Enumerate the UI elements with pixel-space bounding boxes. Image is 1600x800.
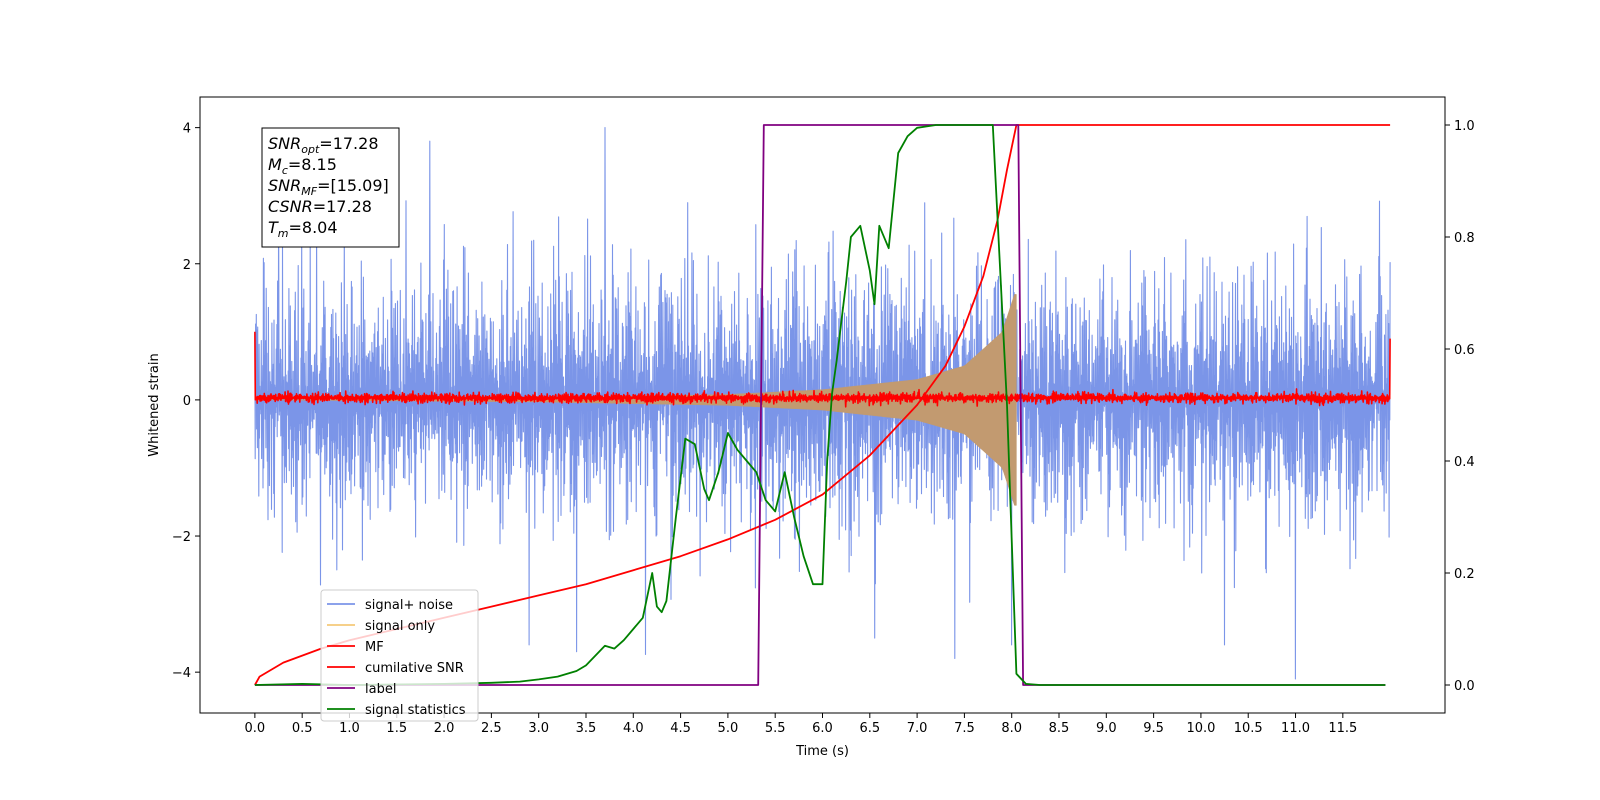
x-tick-label: 9.5 [1143,721,1164,736]
y-axis-label: Whitened strain [147,353,162,456]
x-tick-label: 3.0 [528,721,549,736]
x-tick-label: 1.5 [386,721,407,736]
y-right-tick-label: 0.0 [1454,679,1475,694]
stats-annotation-box: SNRopt=17.28Mc=8.15SNRMF=[15.09]CSNR=17.… [261,127,400,248]
x-tick-label: 6.5 [859,721,880,736]
y-tick-label: −2 [172,530,191,545]
y-right-tick-label: 0.6 [1454,343,1475,358]
x-tick-label: 9.0 [1096,721,1117,736]
x-tick-label: 1.0 [339,721,360,736]
annotation-line: SNRMF=[15.09] [268,176,389,198]
x-tick-label: 0.0 [245,721,266,736]
x-tick-label: 2.0 [434,721,455,736]
legend-item: signal only [327,619,435,634]
y-tick-label: 4 [183,122,191,137]
y-tick-label: −4 [172,666,191,681]
y-right-tick-label: 0.8 [1454,231,1475,246]
series-signal-noise [254,127,1391,680]
legend-label: label [365,682,396,697]
x-tick-label: 0.5 [292,721,313,736]
y-axis-left: −4 −2 0 2 4 [172,122,200,681]
legend-label: signal+ noise [365,598,453,613]
y-tick-label: 0 [183,394,191,409]
y-right-tick-label: 1.0 [1454,119,1475,134]
x-tick-label: 6.0 [812,721,833,736]
x-tick-label: 3.5 [576,721,597,736]
y-right-tick-label: 0.4 [1454,455,1475,470]
x-tick-label: 5.5 [765,721,786,736]
annotation-line: Tm=8.04 [268,218,338,240]
legend-item: signal statistics [327,703,466,718]
y-tick-label: 2 [183,258,191,273]
legend-item: signal+ noise [327,598,453,613]
legend-label: signal statistics [365,703,466,718]
x-tick-label: 7.0 [907,721,928,736]
legend-label: MF [365,640,384,655]
x-tick-label: 5.0 [718,721,739,736]
x-tick-label: 4.5 [670,721,691,736]
x-axis-label: Time (s) [795,744,849,759]
annotation-line: SNRopt=17.28 [268,134,379,156]
annotation-line: CSNR=17.28 [268,197,372,216]
x-tick-label: 4.0 [623,721,644,736]
y-right-tick-label: 0.2 [1454,567,1475,582]
legend-label: cumilative SNR [365,661,464,676]
y-axis-right: 0.0 0.2 0.4 0.6 0.8 1.0 [1445,119,1475,694]
series-line [254,127,1391,680]
legend-item: cumilative SNR [327,661,464,676]
x-tick-label: 11.5 [1328,721,1357,736]
legend: signal+ noise signal only MF cumilative SNR… [320,589,479,722]
x-tick-label: 10.0 [1186,721,1215,736]
series-line [254,124,1386,686]
series-mf [254,331,1391,408]
legend-box [320,589,479,722]
annotation-box [261,127,400,248]
series-line [254,331,1391,408]
legend-label: signal only [365,619,435,634]
legend-item: label [327,682,396,697]
x-tick-label: 8.0 [1001,721,1022,736]
x-tick-label: 11.0 [1281,721,1310,736]
legend-item: MF [327,640,384,655]
x-tick-label: 2.5 [481,721,502,736]
x-tick-label: 7.5 [954,721,975,736]
x-tick-label: 10.5 [1234,721,1263,736]
x-axis: 0.0 0.5 1.0 1.5 2.0 2.5 3.0 3.5 4.0 4.5 5.0 5.5 6.0 6… [245,713,1357,736]
annotation-line: Mc=8.15 [268,155,337,177]
series-signal-statistics [254,124,1386,686]
x-tick-label: 8.5 [1049,721,1070,736]
